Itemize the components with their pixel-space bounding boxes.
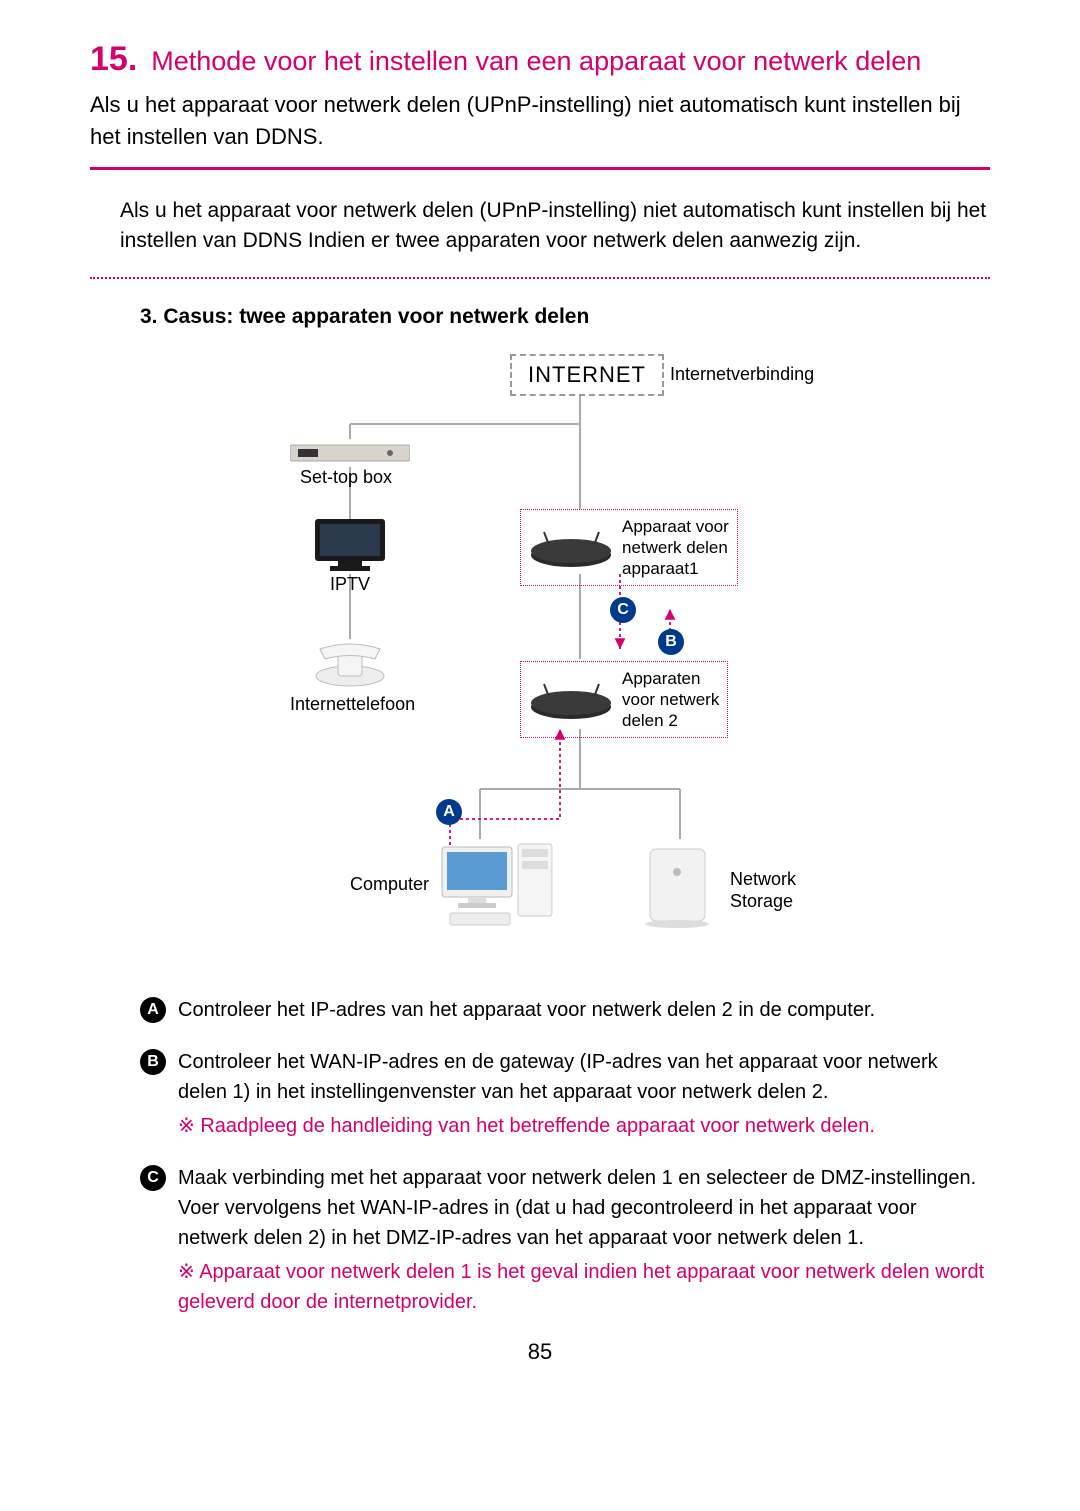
device1-text: Apparaat voor netwerk delen apparaat1 — [622, 516, 729, 580]
page-number: 85 — [90, 1339, 990, 1365]
steps-list: A Controleer het IP-adres van het appara… — [140, 995, 990, 1317]
step-badge-a: A — [140, 997, 166, 1023]
step-b-note: ※ Raadpleeg de handleiding van het betre… — [178, 1111, 990, 1141]
internet-connection-label: Internetverbinding — [670, 364, 814, 385]
section-header: 15. Methode voor het instellen van een a… — [90, 40, 990, 79]
step-a: A Controleer het IP-adres van het appara… — [140, 995, 990, 1025]
router-icon — [529, 527, 614, 569]
step-a-text: Controleer het IP-adres van het apparaat… — [178, 995, 875, 1025]
phone-label: Internettelefoon — [290, 694, 415, 715]
step-c-note: ※ Apparaat voor netwerk delen 1 is het g… — [178, 1257, 990, 1317]
intro-text: Als u het apparaat voor netwerk delen (U… — [90, 89, 990, 153]
internet-label: INTERNET — [528, 362, 646, 387]
section-title: Methode voor het instellen van een appar… — [151, 46, 921, 77]
badge-b: B — [658, 629, 684, 655]
step-b-text: Controleer het WAN-IP-adres en de gatewa… — [178, 1047, 990, 1107]
nas-icon — [640, 844, 720, 934]
settop-label: Set-top box — [300, 467, 392, 488]
case-heading: 3. Casus: twee apparaten voor netwerk de… — [140, 305, 990, 329]
step-c: C Maak verbinding met het apparaat voor … — [140, 1163, 990, 1317]
note-block: Als u het apparaat voor netwerk delen (U… — [110, 196, 990, 257]
divider-dotted — [90, 277, 990, 279]
step-b: B Controleer het WAN-IP-adres en de gate… — [140, 1047, 990, 1141]
section-number: 15. — [90, 40, 137, 79]
nas-label-1: Network — [730, 869, 796, 890]
step-c-text: Maak verbinding met het apparaat voor ne… — [178, 1163, 990, 1253]
computer-label: Computer — [350, 874, 429, 895]
note-text: Als u het apparaat voor netwerk delen (U… — [120, 196, 990, 257]
internet-box: INTERNET — [510, 354, 664, 396]
iptv-icon — [310, 514, 390, 579]
router-icon — [529, 679, 614, 721]
badge-c: C — [610, 597, 636, 623]
step-badge-b: B — [140, 1049, 166, 1075]
iptv-label: IPTV — [330, 574, 370, 595]
device2-box: Apparaten voor netwerk delen 2 — [520, 661, 728, 739]
device1-box: Apparaat voor netwerk delen apparaat1 — [520, 509, 738, 587]
page: 15. Methode voor het instellen van een a… — [0, 0, 1080, 1395]
device2-text: Apparaten voor netwerk delen 2 — [622, 668, 719, 732]
badge-a: A — [436, 799, 462, 825]
computer-icon — [440, 839, 560, 934]
step-badge-c: C — [140, 1165, 166, 1191]
network-diagram: INTERNET Internetverbinding Set-top box … — [190, 349, 890, 969]
phone-icon — [310, 634, 390, 694]
divider-accent — [90, 167, 990, 170]
nas-label-2: Storage — [730, 891, 793, 912]
